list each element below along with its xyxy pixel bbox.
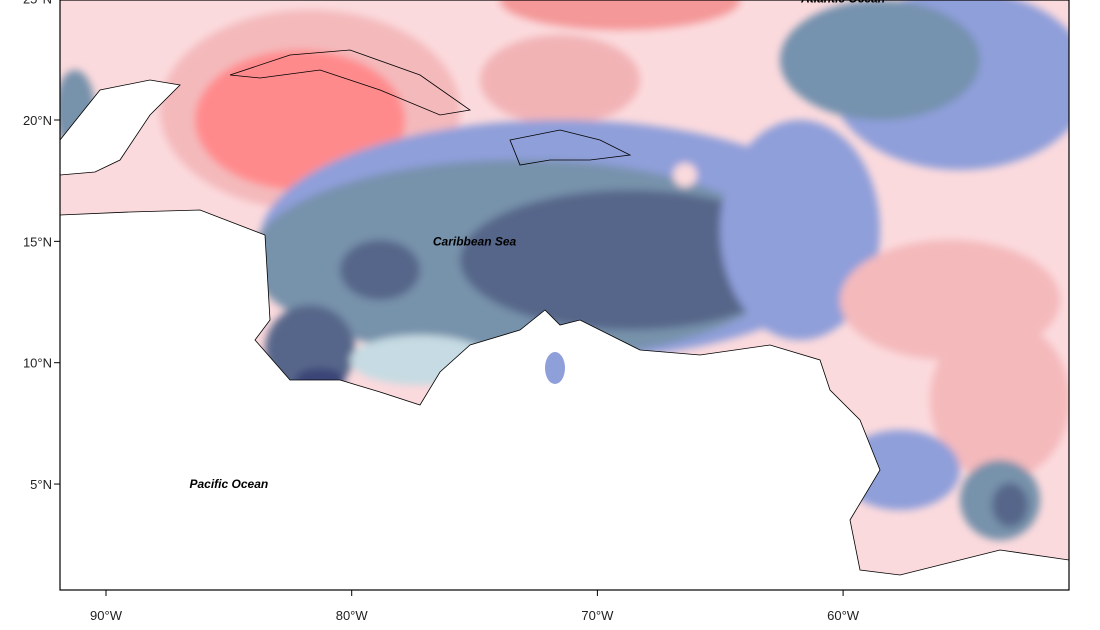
cold-area [780,0,980,120]
lon-tick-label: 90°W [90,608,123,623]
lat-tick-label: 25°N [23,0,52,7]
yucatan-land [60,79,181,176]
very-cold-area [992,483,1028,527]
hispaniola-outline [509,129,632,166]
ocean-label: Caribbean Sea [433,234,517,248]
lon-tick-label: 60°W [827,608,860,623]
plot-frame [59,0,1070,591]
cuba-outline [229,49,472,116]
lon-tick-label: 70°W [581,608,614,623]
lat-tick-label: 10°N [23,356,52,371]
lon-tick-label: 80°W [336,608,369,623]
hot-area [500,0,740,30]
ocean-label: Pacific Ocean [189,477,268,491]
ocean-label: Atlantic Ocean [800,0,885,6]
warm-spot [673,163,697,187]
anomaly-field [60,0,1069,590]
mainland [60,209,1069,590]
cool-area [720,120,880,340]
warm-area [480,35,640,125]
lat-tick-label: 20°N [23,113,52,128]
warm-area [930,320,1069,480]
lat-tick-label: 5°N [30,477,52,492]
lake-maracaibo [545,352,565,384]
very-cold-area [340,240,420,300]
lat-tick-label: 15°N [23,234,52,249]
very-cold-area [460,190,800,330]
